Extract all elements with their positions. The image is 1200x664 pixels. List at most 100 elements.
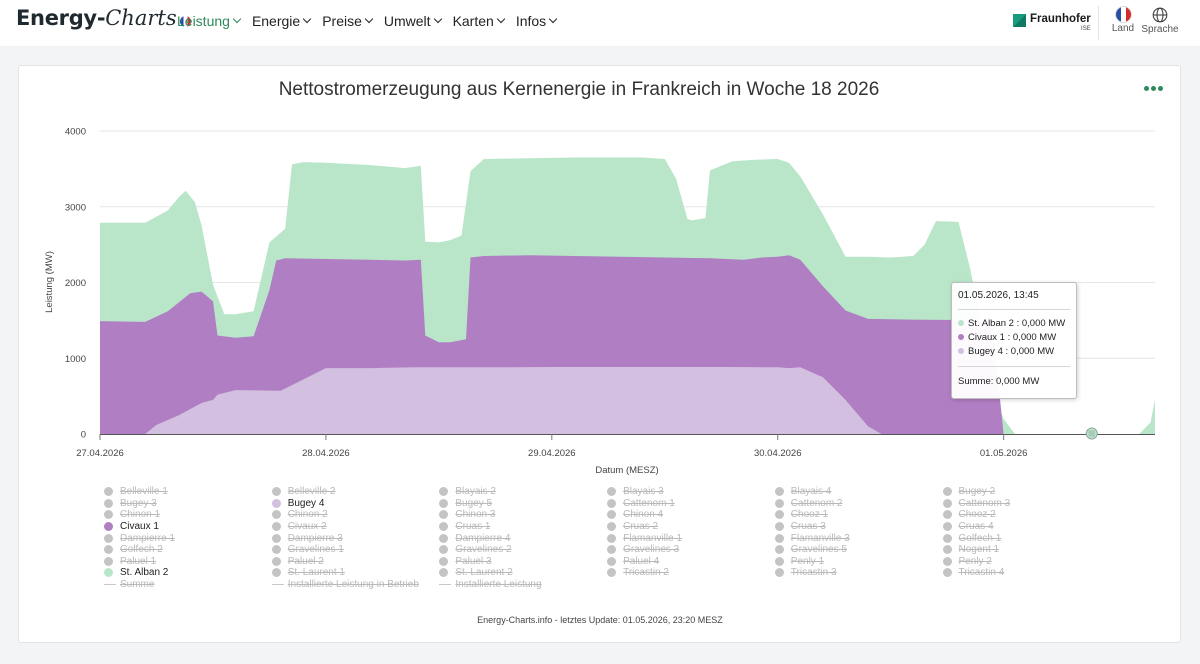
legend-item[interactable]: Bugey 3 [104,498,264,510]
legend-item[interactable]: Bugey 5 [439,498,599,510]
logo-text-italic: Charts [105,6,177,30]
legend-item[interactable]: Chooz 1 [774,509,935,521]
menu-item-karten[interactable]: Karten [453,13,506,29]
legend-item[interactable]: Gravelines 1 [271,544,432,556]
legend-item[interactable]: Golfech 1 [942,532,1103,544]
legend-dot-icon [104,487,113,497]
language-selector[interactable]: Sprache [1140,7,1180,35]
legend-item[interactable]: Gravelines 2 [439,544,599,556]
legend-item[interactable]: Paluel 2 [271,555,432,568]
legend-dot-icon [104,568,113,578]
legend-item[interactable]: Paluel 1 [104,556,264,568]
legend-item[interactable]: Cruas 1 [439,521,599,533]
legend-item[interactable]: Dampierre 3 [271,532,432,544]
legend-item[interactable]: Paluel 4 [607,556,767,568]
legend-column: Belleville 2 Bugey 4 Chinon 2 Civaux 2 Dampi… [271,486,432,591]
legend-item[interactable]: Dampierre 4 [439,532,599,544]
legend-item[interactable]: Installierte Leistung [439,579,599,591]
legend-item[interactable]: Cruas 3 [774,521,935,533]
legend-item[interactable]: St. Alban 2 [104,567,264,579]
country-selector[interactable]: Land [1103,7,1143,34]
legend-item[interactable]: Flamanville 1 [607,532,767,544]
legend-item[interactable]: Golfech 2 [104,544,264,556]
menu-item-energie[interactable]: Energie [252,13,312,29]
menu-item-preise[interactable]: Preise [322,13,374,29]
legend-dot-icon [439,522,449,532]
legend-item[interactable]: Gravelines 5 [774,544,935,556]
legend-item[interactable]: Tricastin 2 [607,567,767,579]
legend-item[interactable]: Belleville 1 [104,486,264,498]
legend-line-icon [104,583,116,586]
legend-item[interactable]: Bugey 4 [271,497,432,510]
area-bugey-4[interactable] [100,367,1155,434]
legend-label: Cruas 1 [455,521,491,533]
legend-item[interactable]: Flamanville 3 [774,532,935,544]
tooltip-series-value: 0,000 MW [1012,331,1057,343]
legend-item[interactable]: Civaux 2 [271,521,432,533]
legend-item[interactable]: Nogent 1 [942,544,1103,556]
x-tick-label: 27.04.2026 [76,448,124,459]
x-tick-label: 29.04.2026 [528,448,576,459]
legend-label: Tricastin 2 [623,567,669,579]
legend-item[interactable]: Cattenom 1 [607,498,767,510]
legend-label: Bugey 4 [287,497,325,509]
legend-dot-icon [271,498,281,508]
legend-item[interactable]: Penly 1 [774,556,935,568]
legend-column: Blayais 3 Cattenom 1 Chinon 4 Cruas 2 Flaman… [607,486,767,579]
legend-item[interactable]: Blayais 4 [774,486,935,498]
legend-item[interactable]: Chinon 3 [439,509,599,521]
menu-item-label: Umwelt [383,13,431,29]
legend-item[interactable]: Chinon 2 [271,509,432,521]
legend-item[interactable]: Cruas 4 [942,521,1103,533]
legend-label: St. Alban 2 [120,567,169,579]
legend-item[interactable]: Penly 2 [942,555,1103,568]
y-tick-label: 2000 [65,278,86,289]
legend-item[interactable]: Installierte Leistung in Betrieb [271,579,432,591]
legend-item[interactable]: Chinon 4 [607,509,767,521]
legend-label: Blayais 4 [790,486,832,498]
legend-item[interactable]: Chinon 1 [104,509,264,521]
menu-item-leistung[interactable]: Leistung [177,13,242,29]
legend-item[interactable]: Tricastin 4 [942,567,1103,579]
chart-menu-button[interactable] [1144,86,1163,91]
legend-dot-icon [439,568,449,578]
y-axis-ticks: 0 1000 2000 3000 4000 [65,127,86,441]
menu-item-umwelt[interactable]: Umwelt [383,13,442,29]
legend-label: Dampierre 4 [455,532,511,544]
legend-item[interactable]: Civaux 1 [104,521,264,533]
legend-label: St. Laurent 1 [287,567,345,579]
legend-item[interactable]: Blayais 3 [607,486,767,498]
legend-item[interactable]: Cruas 2 [607,521,767,533]
legend-dot-icon [774,522,784,532]
legend-item[interactable]: St. Laurent 1 [271,567,432,579]
legend-label: Paluel 2 [287,555,324,567]
legend-item[interactable]: Bugey 2 [942,486,1103,498]
fraunhofer-logo[interactable]: Fraunhofer ISE [1013,13,1091,33]
legend-item[interactable]: Cattenom 2 [774,498,935,510]
legend-label: Cruas 3 [790,521,826,533]
legend-item[interactable]: Cattenom 3 [942,498,1103,510]
energy-charts-logo[interactable]: Energy- Charts [16,6,191,40]
legend-label: Penly 2 [958,555,992,567]
legend-label: Belleville 1 [120,486,168,498]
tooltip-divider [958,309,1070,310]
legend-item[interactable]: Blayais 2 [439,486,599,498]
legend-dot-icon [774,568,784,578]
legend-item[interactable]: Summe [104,579,264,591]
y-tick-label: 1000 [65,354,86,365]
top-navigation: Energy- Charts Leistung Energie Preise Umwel… [0,0,1200,46]
legend-item[interactable]: Chooz 2 [942,509,1103,521]
legend-item[interactable]: Gravelines 3 [607,544,767,556]
y-axis-label: Leistung (MW) [44,251,55,313]
legend-label: Flamanville 3 [790,532,850,544]
legend-item[interactable]: Tricastin 3 [774,567,935,579]
legend-item[interactable]: Dampierre 1 [104,532,264,544]
legend-item[interactable]: Paluel 3 [439,556,599,568]
menu-item-infos[interactable]: Infos [516,13,558,29]
legend-line-icon [271,583,284,586]
legend-item[interactable]: St. Laurent 2 [439,567,599,579]
legend-item[interactable]: Belleville 2 [271,486,432,498]
tooltip-series-name: Civaux 1 [968,331,1005,343]
legend-dot-icon [607,510,617,520]
